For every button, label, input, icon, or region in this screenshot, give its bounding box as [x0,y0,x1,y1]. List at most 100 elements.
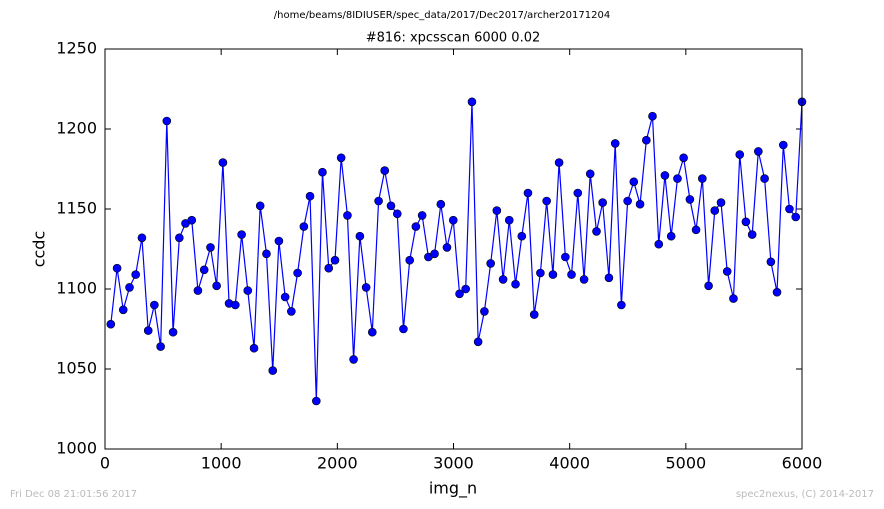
data-point [405,255,415,265]
data-point [143,326,153,335]
data-point [704,281,713,291]
data-point [561,252,570,262]
data-point [392,209,402,219]
data-point [710,206,720,215]
data-point [162,116,172,126]
data-point [754,147,763,156]
data-point [231,300,240,310]
data-point [573,188,583,198]
data-point [504,215,514,225]
data-point [399,324,408,334]
data-point [548,270,558,279]
chart-title: #816: xpcsscan 6000 0.02 [366,31,541,46]
data-point [741,217,751,227]
data-point [249,343,259,353]
data-point [367,327,377,337]
data-point [193,286,203,295]
data-point [523,188,533,198]
data-point [498,275,508,284]
data-point [336,153,346,163]
data-point [536,268,545,278]
data-point [118,305,128,315]
data-point [237,230,246,239]
data-point [480,307,489,316]
data-point [722,267,732,276]
data-point [735,150,745,159]
data-point [747,230,757,239]
y-tick-label: 1250 [56,39,97,58]
data-point [374,196,383,206]
data-line [110,101,803,402]
y-tick-label: 1150 [56,199,97,218]
data-point [729,294,738,303]
data-point [642,135,651,145]
data-point [660,171,670,180]
data-point [766,257,776,267]
data-point [648,111,657,121]
footer-right: spec2nexus, (C) 2014-2017 [736,489,874,500]
y-axis-label: ccdc [30,231,49,268]
data-point [312,396,321,406]
data-point [361,283,371,292]
data-point [579,275,589,284]
data-point [511,279,520,289]
data-point [654,239,664,249]
data-point [268,366,278,375]
data-point [791,212,801,222]
x-tick-label: 2000 [317,454,358,473]
data-point [679,153,688,163]
data-point [492,206,502,215]
data-point [778,140,788,150]
data-point [125,283,134,292]
data-point [461,284,470,294]
data-point [411,222,421,231]
data-point [293,268,302,278]
data-point [486,259,495,268]
data-point [243,286,253,295]
data-point [343,211,352,220]
data-point [529,310,539,319]
data-point [698,174,707,183]
data-point [585,169,595,179]
y-tick-label: 1200 [56,119,97,138]
data-point [673,174,682,183]
data-point [473,337,483,347]
data-point [199,265,209,275]
y-tick-label: 1100 [56,279,97,298]
data-point [467,97,477,107]
data-point [610,139,620,148]
data-point [131,270,140,279]
data-point [691,225,701,235]
data-point [349,355,358,364]
data-point [287,307,296,316]
x-tick-label: 0 [100,454,110,473]
data-point [206,243,215,252]
data-point [567,270,576,279]
data-point [299,222,309,231]
data-point [106,319,116,329]
data-point [212,281,221,291]
data-point [760,174,769,183]
data-point [355,231,365,241]
x-axis-label: img_n [429,479,477,499]
data-point [442,243,452,252]
data-point [772,287,782,297]
x-tick-label: 1000 [201,454,242,473]
data-point [255,201,265,211]
data-point [380,166,390,175]
data-point [280,292,290,302]
data-point [716,198,726,207]
data-point [218,158,228,167]
data-point [168,327,178,337]
data-point [448,215,458,225]
data-point [455,289,464,299]
y-tick-label: 1050 [56,359,97,378]
data-point [156,342,165,351]
data-point [623,196,632,206]
x-tick-label: 6000 [782,454,823,473]
data-point [785,204,794,214]
data-point [685,195,695,204]
data-point [436,199,446,209]
data-point [635,199,645,209]
data-point [274,236,284,246]
